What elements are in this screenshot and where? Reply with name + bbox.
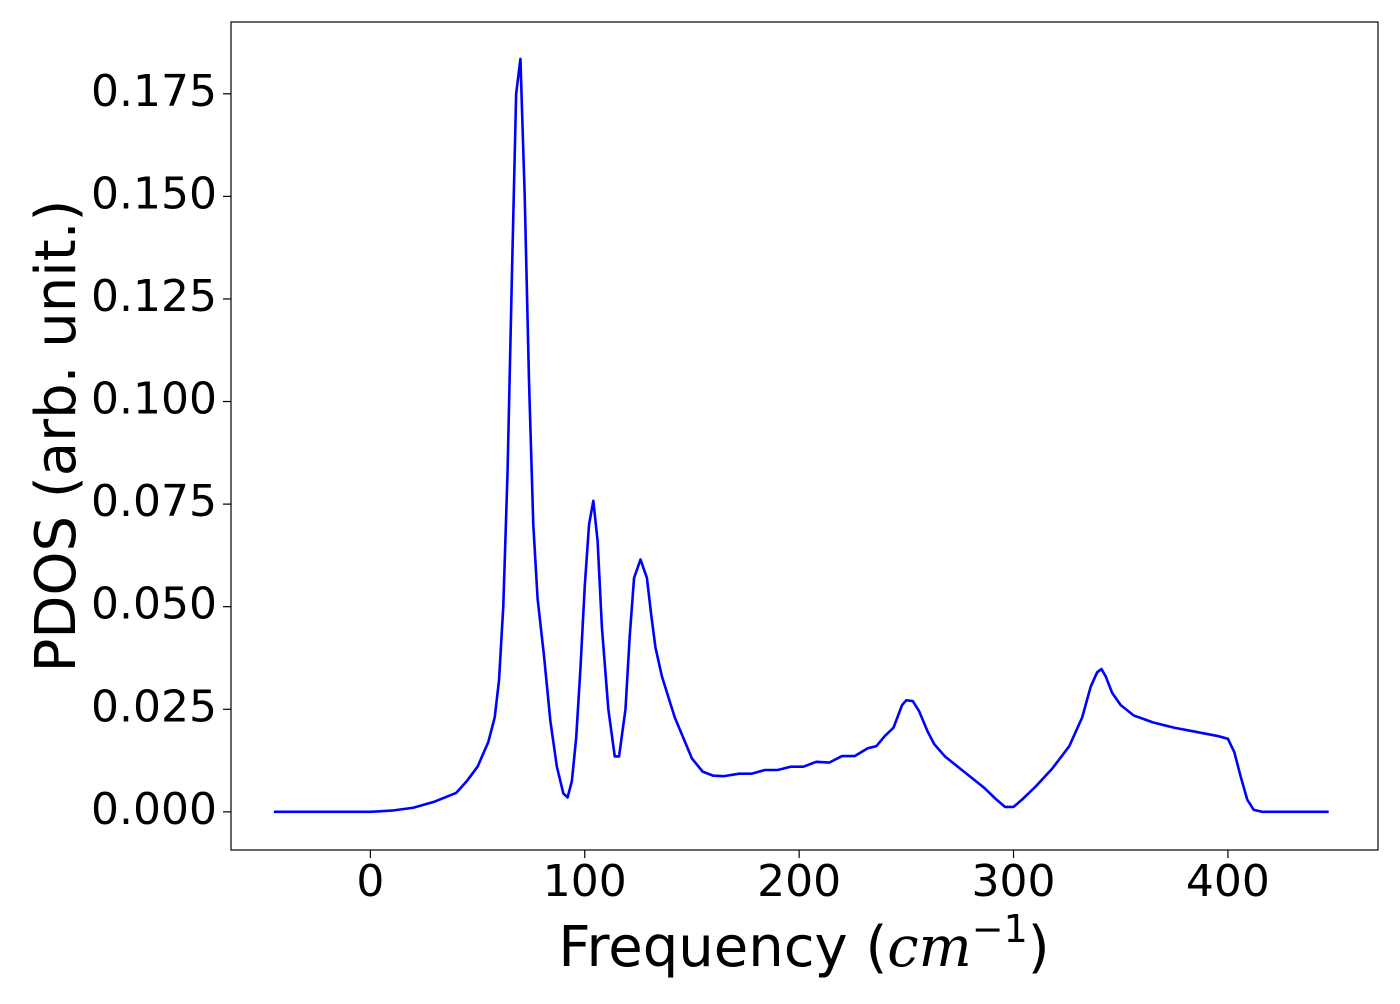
plot-frame [230, 21, 1379, 851]
x-axis-label: Frequency (cm−1) [558, 907, 1049, 980]
x-tick-label: 100 [543, 856, 627, 907]
y-tick-label: 0.150 [91, 168, 217, 219]
y-tick-label: 0.175 [91, 66, 217, 117]
x-tick-label: 0 [356, 856, 384, 907]
y-tick-label: 0.050 [91, 579, 217, 630]
x-tick-label: 200 [757, 856, 841, 907]
data-line [273, 57, 1329, 814]
y-tick-label: 0.025 [91, 681, 217, 732]
y-tick-label: 0.100 [91, 374, 217, 425]
x-label-superscript: −1 [972, 907, 1028, 951]
x-label-text: Frequency ( [558, 915, 887, 980]
x-tick-label: 300 [972, 856, 1056, 907]
y-tick-label: 0.075 [91, 476, 217, 527]
x-label-close: ) [1028, 915, 1050, 980]
y-axis-label: PDOS (arb. unit.) [24, 200, 89, 673]
y-tick-label: 0.125 [91, 271, 217, 322]
y-tick-label: 0.000 [91, 784, 217, 835]
x-label-math: cm [887, 915, 971, 980]
x-tick-label: 400 [1186, 856, 1270, 907]
